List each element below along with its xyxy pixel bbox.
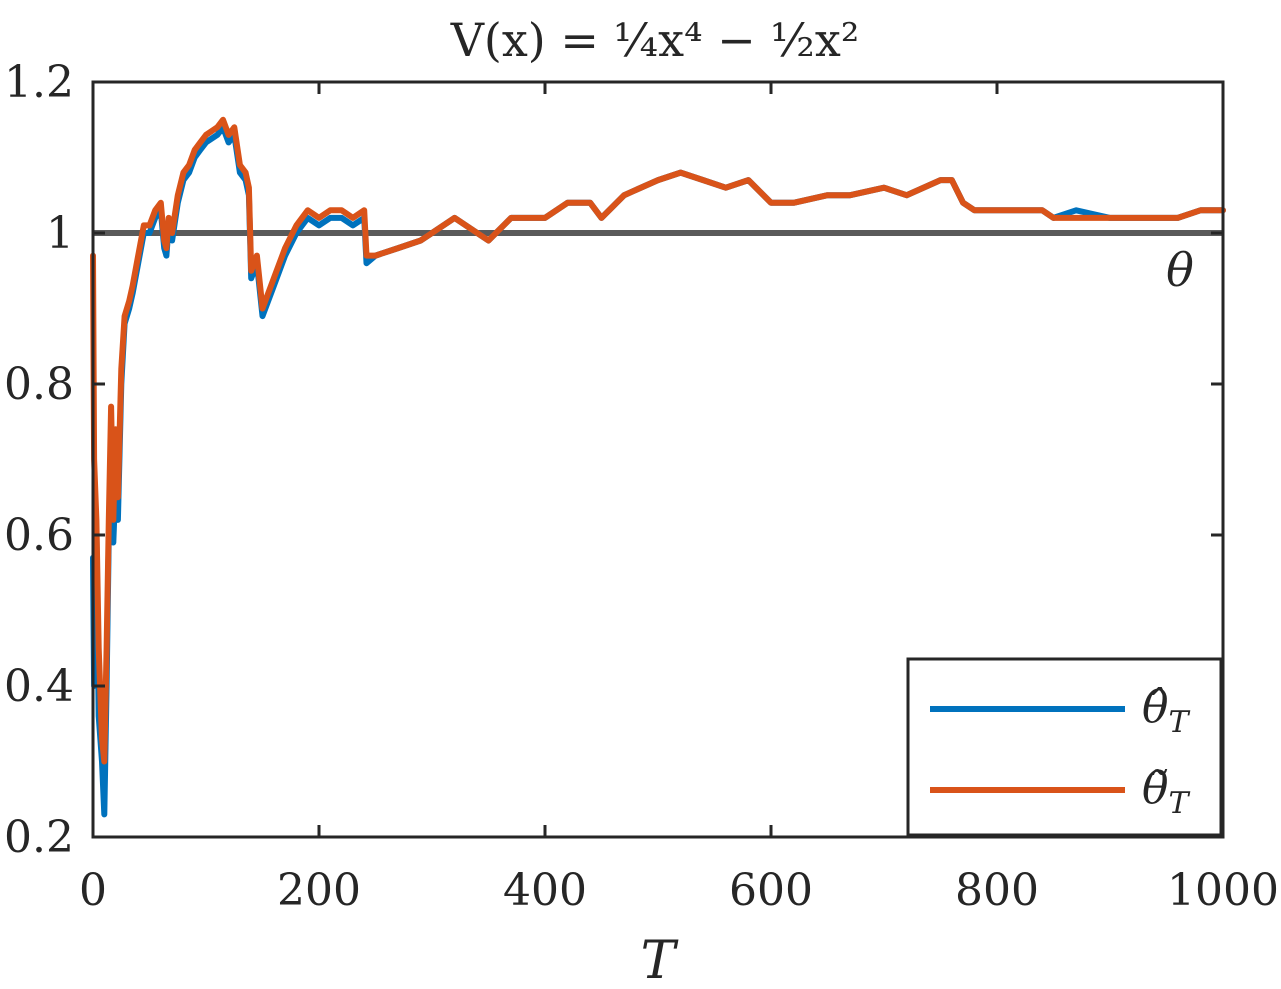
legend-box [906, 657, 1223, 837]
y-tick-label: 1.2 [4, 57, 74, 108]
y-tick-label: 0.8 [4, 359, 74, 410]
legend-label-theta-tilde-subscript: T [1169, 786, 1191, 821]
y-tick-label: 0.6 [4, 510, 74, 561]
legend-label-theta-hat: θ̂T [1142, 682, 1191, 740]
legend-label-theta-hat-symbol: θ̂ [1142, 682, 1169, 733]
x-tick-label: 0 [79, 865, 107, 916]
x-axis-ticks: 0 200 400 600 800 1000 [79, 82, 1279, 916]
chart-title: V(x) = ¼x⁴ − ½x² [450, 13, 860, 67]
legend: θ̂T θ̃T [906, 657, 1223, 837]
legend-label-theta-tilde: θ̃T [1142, 763, 1191, 821]
theta-reference-label: θ [1166, 243, 1194, 297]
legend-label-theta-hat-subscript: T [1169, 705, 1191, 740]
series-line-theta-tilde [90, 116, 1226, 765]
series-group [90, 116, 1226, 818]
y-tick-label: 1 [46, 208, 74, 259]
legend-label-theta-tilde-symbol: θ̃ [1142, 763, 1169, 814]
y-tick-label: 0.4 [4, 661, 74, 712]
x-tick-label: 200 [277, 865, 361, 916]
x-axis-label: T [641, 931, 679, 984]
x-tick-label: 400 [503, 865, 587, 916]
y-tick-label: 0.2 [4, 812, 74, 863]
y-axis-ticks: 0.2 0.4 0.6 0.8 1 1.2 [4, 57, 1223, 863]
x-tick-label: 600 [729, 865, 813, 916]
axes-box [91, 80, 1225, 839]
x-tick-label: 800 [955, 865, 1039, 916]
x-tick-label: 1000 [1167, 865, 1279, 916]
